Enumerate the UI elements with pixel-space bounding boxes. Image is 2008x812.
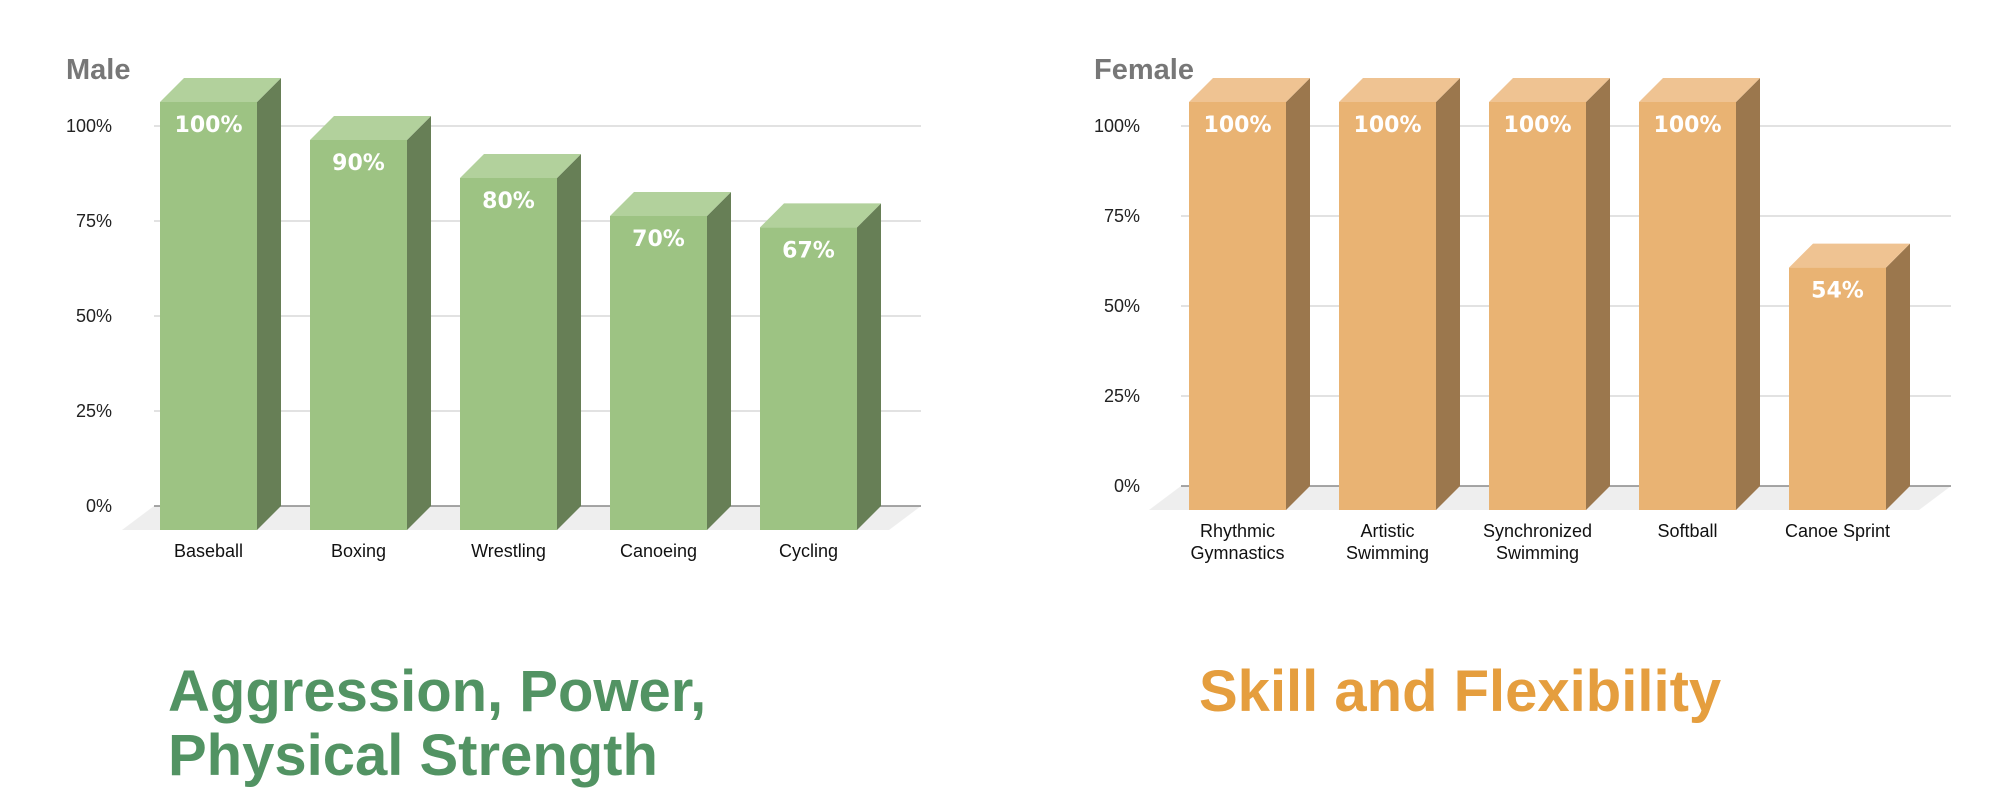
male-headline-line-2: Physical Strength [168, 723, 658, 788]
female-bar-side [1436, 78, 1460, 510]
male-category-label: Wrestling [471, 541, 546, 561]
female-data-label: 100% [1654, 113, 1722, 138]
male-bar: 80% [460, 154, 581, 530]
male-bar-side [857, 203, 881, 530]
female-data-label: 100% [1204, 113, 1272, 138]
male-bar-front [760, 227, 857, 530]
female-chart: Female 0% 25% 50% 75% 100% 100% Rhythmic Gymnast… [1094, 54, 1951, 563]
female-category-label: Rhythmic Gymnastics [1190, 521, 1284, 563]
male-y-tick-label: 75% [76, 211, 112, 231]
female-y-tick-label: 100% [1094, 116, 1140, 136]
female-data-label: 100% [1354, 113, 1422, 138]
male-bar-side [557, 154, 581, 530]
female-bar: 100% [1639, 78, 1760, 510]
female-bar-side [1886, 243, 1910, 510]
female-headline: Skill and Flexibility [1199, 660, 1899, 724]
female-bar-top [1639, 78, 1760, 102]
female-headline-line-1: Skill and Flexibility [1199, 659, 1722, 724]
female-bar-top [1339, 78, 1460, 102]
male-bar-front [610, 216, 707, 530]
male-data-label: 90% [332, 151, 385, 176]
female-bar: 100% [1189, 78, 1310, 510]
female-category-label: Softball [1657, 521, 1717, 541]
female-bar-front [1489, 102, 1586, 510]
male-bar-front [310, 140, 407, 530]
male-y-tick-label: 100% [66, 116, 112, 136]
female-bar-top [1189, 78, 1310, 102]
male-bar-side [257, 78, 281, 530]
male-bar: 100% [160, 78, 281, 530]
male-category-label: Boxing [331, 541, 386, 561]
female-bar-front [1189, 102, 1286, 510]
male-bar: 90% [310, 116, 431, 530]
female-bar-front [1339, 102, 1436, 510]
male-category-label: Baseball [174, 541, 243, 561]
male-bar-side [707, 192, 731, 530]
male-bar: 70% [610, 192, 731, 530]
male-y-tick-label: 0% [86, 496, 112, 516]
male-bar-top [160, 78, 281, 102]
female-bar-front [1789, 267, 1886, 510]
female-bar-top [1489, 78, 1610, 102]
female-category-label: Artistic Swimming [1346, 521, 1429, 563]
female-category-label: Canoe Sprint [1785, 521, 1890, 541]
female-chart-title: Female [1094, 54, 1194, 86]
male-headline-line-1: Aggression, Power, [168, 659, 707, 724]
female-bar-top [1789, 243, 1910, 268]
male-bar-side [407, 116, 431, 530]
male-category-label: Canoeing [620, 541, 697, 561]
male-bar-top [610, 192, 731, 216]
male-data-label: 67% [782, 238, 835, 263]
female-y-tick-label: 25% [1104, 386, 1140, 406]
male-chart-title: Male [66, 54, 130, 86]
male-chart: Male 0% 25% 50% 75% 100% 100% Baseball 90% Boxing… [66, 54, 921, 561]
male-bar: 67% [760, 203, 881, 530]
female-bar-side [1736, 78, 1760, 510]
male-bar-top [760, 203, 881, 228]
female-y-tick-label: 0% [1114, 476, 1140, 496]
female-data-label: 100% [1504, 113, 1572, 138]
male-category-label: Cycling [779, 541, 838, 561]
female-data-label: 54% [1811, 279, 1864, 304]
male-headline: Aggression, Power, Physical Strength [168, 660, 868, 788]
male-bar-front [160, 102, 257, 530]
male-y-tick-label: 25% [76, 401, 112, 421]
male-bar-front [460, 178, 557, 530]
female-bar-side [1586, 78, 1610, 510]
female-bar: 100% [1339, 78, 1460, 510]
male-y-tick-label: 50% [76, 306, 112, 326]
female-bar-front [1639, 102, 1736, 510]
female-bar: 100% [1489, 78, 1610, 510]
female-y-tick-label: 50% [1104, 296, 1140, 316]
female-bar: 54% [1789, 243, 1910, 510]
male-bar-top [310, 116, 431, 140]
male-data-label: 80% [482, 189, 535, 214]
female-category-label: Synchronized Swimming [1483, 521, 1592, 563]
male-data-label: 70% [632, 227, 685, 252]
female-bar-side [1286, 78, 1310, 510]
male-data-label: 100% [175, 113, 243, 138]
male-bar-top [460, 154, 581, 178]
female-y-tick-label: 75% [1104, 206, 1140, 226]
